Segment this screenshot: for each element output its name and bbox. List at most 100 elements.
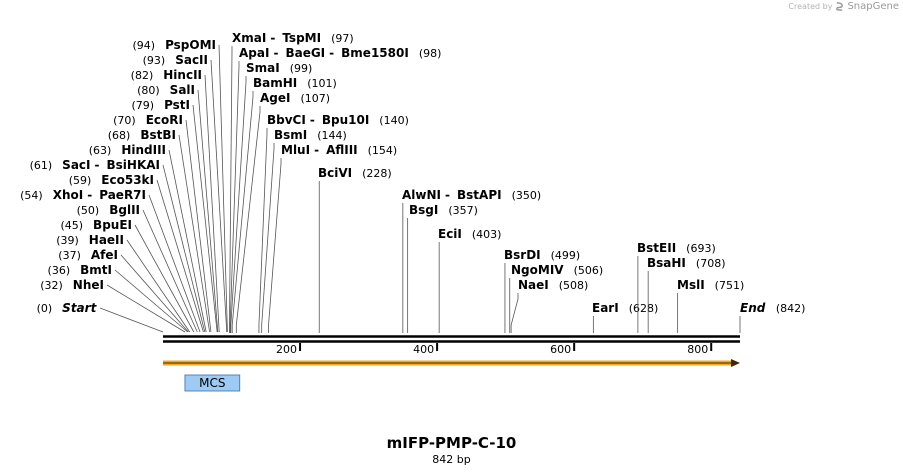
snapgene-credit: Created by SnapGene xyxy=(788,1,899,12)
site-name-bsgi[interactable]: BsgI xyxy=(409,203,438,217)
site-name-psti[interactable]: PstI xyxy=(164,98,190,112)
site-position-bsteii: (693) xyxy=(686,242,716,255)
mcs-feature-box[interactable] xyxy=(184,374,241,392)
site-position-eari: (628) xyxy=(629,302,659,315)
site-position-msli: (751) xyxy=(715,279,745,292)
site-name-bme1580i[interactable]: Bme1580I xyxy=(341,46,409,60)
site-name-msli[interactable]: MslI xyxy=(677,278,705,292)
site-name-separator: - xyxy=(445,188,450,202)
site-name-eari[interactable]: EarI xyxy=(592,301,619,315)
site-name-separator: - xyxy=(273,46,278,60)
site-position-alwni-bstapi: (350) xyxy=(512,189,542,202)
site-connector-hindiii xyxy=(168,149,207,333)
site-name-hincii[interactable]: HincII xyxy=(163,68,202,82)
site-name-bpu10i[interactable]: Bpu10I xyxy=(322,113,369,127)
site-name-alwni[interactable]: AlwNI xyxy=(402,188,441,202)
site-connector-mlui-afliii xyxy=(268,158,282,333)
site-connector-naei xyxy=(510,293,519,333)
orf-arrow-head xyxy=(731,359,740,367)
site-name-saci[interactable]: SacI xyxy=(62,158,90,172)
site-name-smai[interactable]: SmaI xyxy=(246,61,280,75)
site-name-ngomiv[interactable]: NgoMIV xyxy=(511,263,564,277)
site-name-separator: - xyxy=(270,31,275,45)
site-name-sacii[interactable]: SacII xyxy=(175,53,208,67)
site-name-ecori[interactable]: EcoRI xyxy=(146,113,183,127)
site-name-agei[interactable]: AgeI xyxy=(260,91,290,105)
site-connector-pspomi xyxy=(218,44,228,333)
construct-length: 842 bp xyxy=(432,453,471,466)
site-name-bsihkai[interactable]: BsiHKAI xyxy=(107,158,161,172)
site-name-tspmi[interactable]: TspMI xyxy=(282,31,321,45)
site-position-ngomiv: (506) xyxy=(574,264,604,277)
credit-brand: SnapGene xyxy=(847,1,899,12)
site-position-bmti: (36) xyxy=(48,264,71,277)
site-name-end[interactable]: End xyxy=(740,301,766,315)
site-connector-hincii xyxy=(204,74,220,333)
ruler-tick-label: 400 xyxy=(413,343,434,356)
site-name-pspomi[interactable]: PspOMI xyxy=(165,38,216,52)
ruler-tick-label: 800 xyxy=(687,343,708,356)
site-position-sacii: (93) xyxy=(143,54,166,67)
credit-prefix: Created by xyxy=(788,2,833,11)
site-name-afliii[interactable]: AflIII xyxy=(326,143,358,157)
site-connector-afei xyxy=(120,254,189,333)
site-connector-agei xyxy=(235,106,261,333)
site-position-smai: (99) xyxy=(290,62,313,75)
site-name-bmti[interactable]: BmtI xyxy=(80,263,112,277)
site-name-bsmi[interactable]: BsmI xyxy=(274,128,307,142)
site-name-apai[interactable]: ApaI xyxy=(239,46,269,60)
site-name-separator: - xyxy=(95,158,100,172)
site-name-hindiii[interactable]: HindIII xyxy=(121,143,166,157)
site-name-bsteii[interactable]: BstEII xyxy=(637,241,676,255)
site-position-xmai-tspmi: (97) xyxy=(331,32,354,45)
site-name-baegi[interactable]: BaeGI xyxy=(285,46,325,60)
ruler-tick-label: 600 xyxy=(550,343,571,356)
site-name-bsrdi[interactable]: BsrDI xyxy=(504,248,541,262)
site-name-start[interactable]: Start xyxy=(62,301,97,315)
site-name-ecii[interactable]: EciI xyxy=(438,227,462,241)
site-name-afei[interactable]: AfeI xyxy=(91,248,118,262)
site-name-paer7i[interactable]: PaeR7I xyxy=(99,188,146,202)
site-connector-bglii xyxy=(142,209,198,333)
site-name-naei[interactable]: NaeI xyxy=(518,278,549,292)
site-name-bpuei[interactable]: BpuEI xyxy=(93,218,132,232)
site-connector-sacii xyxy=(210,59,228,333)
site-connector-nhei xyxy=(106,284,186,333)
site-connector-bamhi xyxy=(231,91,254,333)
site-name-mlui[interactable]: MluI xyxy=(281,143,310,157)
site-position-naei: (508) xyxy=(559,279,589,292)
site-position-saci-bsihkai: (61) xyxy=(30,159,53,172)
site-name-eco53ki[interactable]: Eco53kI xyxy=(101,173,154,187)
site-connector-smai xyxy=(230,76,247,333)
site-position-nhei: (32) xyxy=(40,279,63,292)
site-name-bstapi[interactable]: BstAPI xyxy=(457,188,502,202)
site-position-ecii: (403) xyxy=(472,228,502,241)
site-name-nhei[interactable]: NheI xyxy=(73,278,104,292)
site-position-pspomi: (94) xyxy=(132,39,155,52)
site-connector-ecori xyxy=(185,119,212,333)
site-name-bamhi[interactable]: BamHI xyxy=(253,76,297,90)
construct-name: mIFP-PMP-C-10 xyxy=(386,434,517,452)
site-name-bstbi[interactable]: BstBI xyxy=(140,128,176,142)
site-connector-psti xyxy=(192,104,218,333)
site-position-afei: (37) xyxy=(58,249,81,262)
site-connector-xhoi-paer7i xyxy=(148,194,201,333)
site-connector-eco53ki xyxy=(156,179,204,333)
site-name-bsahi[interactable]: BsaHI xyxy=(647,256,686,270)
site-connector-apai-baegi-bme1580i xyxy=(229,61,240,333)
site-position-bsgi: (357) xyxy=(448,204,478,217)
site-position-agei: (107) xyxy=(300,92,330,105)
site-name-bglii[interactable]: BglII xyxy=(109,203,140,217)
site-name-xmai[interactable]: XmaI xyxy=(232,31,266,45)
site-position-bpuei: (45) xyxy=(60,219,83,232)
site-name-sali[interactable]: SalI xyxy=(170,83,195,97)
site-name-bcivi[interactable]: BciVI xyxy=(318,166,352,180)
site-name-bbvci[interactable]: BbvCI xyxy=(267,113,306,127)
site-position-eco53ki: (59) xyxy=(69,174,92,187)
site-position-end: (842) xyxy=(776,302,806,315)
site-name-xhoi[interactable]: XhoI xyxy=(53,188,84,202)
site-name-haeii[interactable]: HaeII xyxy=(89,233,124,247)
site-connector-bbvci-bpu10i xyxy=(258,128,268,333)
mcs-feature-label[interactable]: MCS xyxy=(199,376,225,390)
